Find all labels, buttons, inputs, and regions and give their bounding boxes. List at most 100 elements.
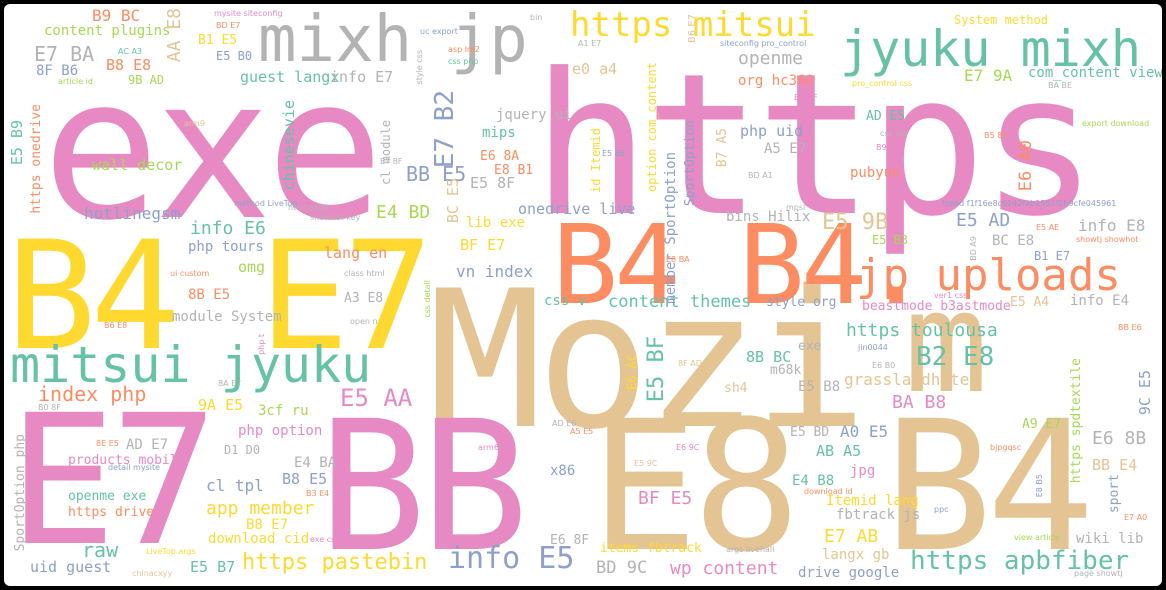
word-jyuku-mixh: jyuku mixh (840, 20, 1142, 78)
word-e7-a0: E7 A0 (1124, 513, 1148, 522)
word-b6-e7: B6 E7 (687, 14, 698, 44)
word-ui-custom: ui custom (170, 269, 210, 278)
word-b4-big: B4 (884, 383, 1095, 586)
word-mips: mips (482, 125, 516, 141)
word-b2-e8: B2 E8 (916, 342, 995, 372)
word-option-com-content: option com_content (645, 62, 659, 193)
word-exe: exe (42, 36, 384, 264)
word-bin: bin (530, 13, 543, 22)
word-ba-be: BA BE (1048, 81, 1073, 90)
word-grasslandhotel: grasslandhotel (844, 370, 979, 389)
word-e7-b2: E7 B2 (430, 90, 460, 169)
word-b9-bc: B9 BC (92, 6, 141, 25)
word-css-detail: css detail (423, 280, 432, 318)
word-b4-b4: B4 B4. (552, 201, 929, 329)
word-e7-ba: E7 BA (34, 42, 95, 66)
word-e5-aa: E5 AA (340, 384, 413, 412)
word-b3-e4: B3 E4 (306, 489, 330, 498)
word-jquery-ui: jquery ui (496, 107, 572, 123)
word-b8-e8: B8 E8 (106, 56, 152, 74)
word-e8-big: E8 (590, 383, 801, 586)
word-download-id: download id (804, 487, 853, 496)
word-ver1-css: ver1 css (934, 291, 968, 300)
word-a1-e7: A1 E7 (578, 39, 602, 48)
word-guest-langx: guest langx (240, 68, 340, 86)
word-bjpgqsc: bjpgqsc (990, 443, 1022, 452)
word-https: https (532, 32, 1098, 260)
word-hotlinegsm: hotlinegsm (84, 204, 181, 223)
word-bd-9c: BD 9C (596, 558, 648, 578)
word-pubyun: pubyun (850, 165, 901, 181)
word-https-onedrive: https onedrive (29, 104, 44, 214)
word-beastmode: beastmode b3astmode (862, 299, 1011, 314)
word-class-html: class html (344, 269, 385, 278)
word-mozi: Mozi (428, 250, 868, 471)
word-b8-e7: B8 E7 (246, 517, 289, 533)
word-module-system: module System (172, 309, 282, 325)
word-css-php: css php (448, 57, 479, 66)
word-e5-b0: E5 B0 (216, 49, 253, 63)
word-asp-lm2: asp lm2 (448, 45, 480, 54)
word-bd-e7: BD E7 (216, 21, 241, 30)
word-8b-e5: 8B E5 (188, 287, 231, 303)
word-exe-css: exe css (310, 535, 340, 544)
word-app-member: app member (206, 498, 315, 519)
word-items-fbtrack: items fbtrack (600, 541, 702, 556)
word-e5-ad: E5 AD (956, 210, 1011, 231)
word-ppc: ppc (934, 505, 949, 514)
word-info-e6: info E6 (190, 218, 266, 239)
word-e6-8f: E6 8F (550, 533, 590, 548)
word-itemid-lang: Itemid lang (826, 493, 919, 509)
word-jin0044: jin0044 (858, 343, 888, 352)
word-a5-e5: A5 E5 (570, 427, 594, 436)
word-download-cid: download cid (208, 531, 310, 547)
word-siteconfig-pro-control: siteconfig pro_control (720, 39, 807, 48)
word-e6-9c: E6 9C (676, 443, 700, 452)
word-cloud-canvas: exe https Mozi m B4 E7 B4 B4. E7 BB E8 B… (4, 4, 1162, 586)
word-e6-8b: E6 8B (1092, 428, 1147, 449)
word-bb-e4: BB E4 (1092, 456, 1138, 474)
word-e6-ac: E6 AC (625, 354, 639, 391)
word-ba-b8: BA B8 (892, 392, 947, 413)
word-e7-9a: E7 9A (964, 66, 1013, 85)
word-e5-ae: E5 AE (1036, 223, 1060, 232)
word-php-uid: php uid (740, 122, 804, 140)
word-e5-b3: E5 B3 (872, 233, 909, 247)
word-exe-small: exe (798, 339, 822, 354)
word-php-t: php t (257, 334, 266, 355)
word-e0-a4: e0 a4 (572, 60, 618, 78)
word-info-e8: info E8 (1078, 216, 1146, 235)
word-e5-9b: E5 9B (822, 210, 889, 235)
word-fbtrack-js: fbtrack js (836, 507, 921, 523)
word-view-article: view article (1014, 533, 1061, 542)
word-bf-e5: BF E5 (638, 488, 693, 509)
word-wiki-lib: wiki lib (1076, 531, 1144, 547)
word-sportoption: SportOption (683, 120, 698, 207)
word-e8-b1: E8 B1 (494, 163, 534, 178)
word-d1-d0: D1 D0 (224, 443, 261, 457)
word-openme: openme (738, 48, 804, 69)
word-php-tours: php tours (188, 239, 264, 255)
word-e5-8f: E5 8F (470, 174, 516, 192)
word-chinesevie: chinesevie (280, 100, 298, 191)
word-html-page: html page (288, 203, 329, 212)
word-https-drive: https drive (68, 505, 155, 520)
word-member-sportoption: member SportOption (663, 152, 679, 304)
word-https-apbfiber: https apbfiber (910, 546, 1130, 576)
word-ba-bf: BA BF (794, 93, 818, 102)
word-bc-e5: BC E5 (444, 178, 462, 224)
word-arm9: arm9 (184, 119, 205, 128)
word-style-org: style org (766, 295, 837, 310)
word-showhot-key: showhot key (310, 213, 361, 222)
word-content-themes: content themes (608, 292, 752, 312)
word-content-plugins: content plugins (44, 23, 171, 39)
word-mpsl: mpsl (786, 203, 806, 212)
word-wp-content: wp content (670, 558, 779, 579)
word-sportoption-php: SportOption php (13, 434, 28, 552)
word-lib-exe: lib exe (466, 215, 526, 231)
word-e4-b8: E4 B8 (792, 473, 835, 489)
word-8e-e5: 8E E5 (96, 439, 119, 448)
word-9b-ad: 9B AD (128, 73, 165, 87)
word-e5-a4: E5 A4 (1010, 295, 1050, 310)
word-export-download: export download (1082, 119, 1150, 128)
